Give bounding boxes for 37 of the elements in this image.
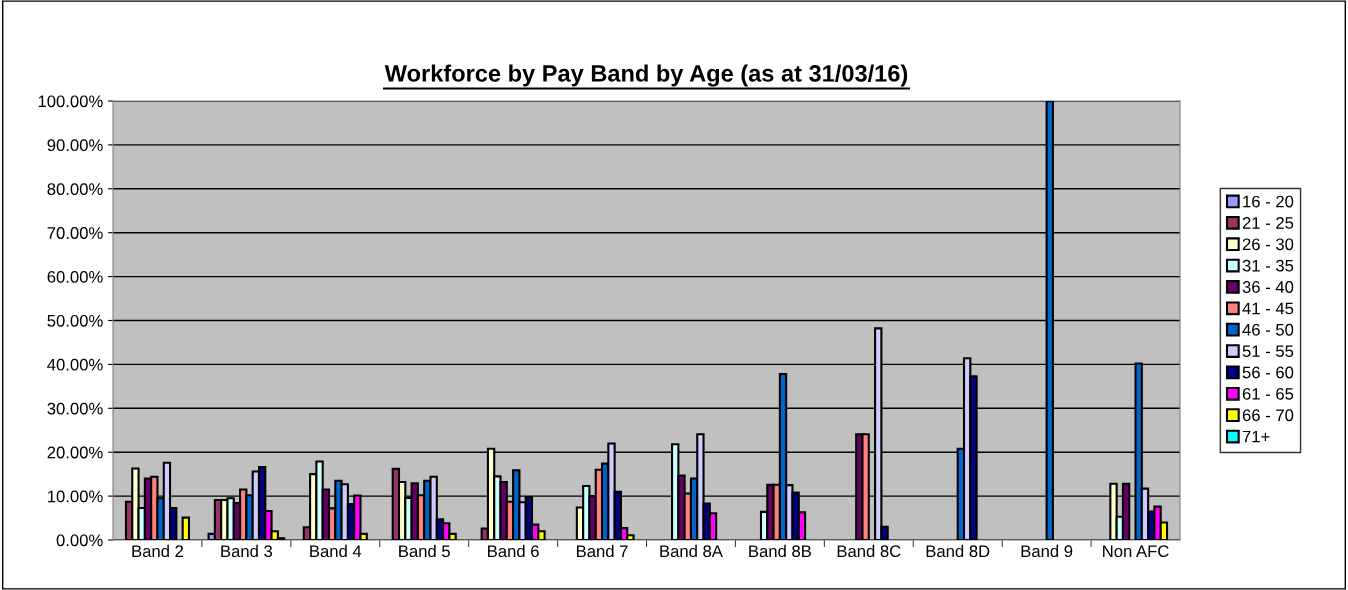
legend-label: 31 - 35	[1242, 259, 1294, 272]
x-tick-label: Non AFC	[1103, 545, 1169, 558]
x-tick-label: Band 7	[577, 544, 628, 558]
y-tick-label: 10.00%	[48, 490, 103, 503]
legend-label: 71+	[1242, 430, 1270, 443]
legend-label: 26 - 30	[1242, 238, 1294, 251]
y-tick-label: 40.00%	[47, 358, 103, 371]
legend-label: 66 - 70	[1242, 409, 1294, 422]
x-tick-label: Band 9	[1021, 544, 1073, 558]
x-tick-label: Band 8C	[837, 544, 901, 558]
x-tick-label: Band 8B	[749, 544, 811, 558]
legend-label: 56 - 60	[1242, 366, 1294, 379]
legend-label: 46 - 50	[1242, 323, 1294, 336]
x-tick-label: Band 8A	[660, 544, 723, 558]
y-tick-label: 80.00%	[47, 183, 103, 195]
y-tick-label: 20.00%	[47, 446, 103, 459]
x-tick-label: Band 5	[399, 544, 450, 558]
x-tick-label: Band 6	[488, 544, 539, 558]
y-tick-label: 50.00%	[47, 314, 103, 327]
y-tick-label: 90.00%	[47, 139, 103, 152]
y-tick-label: 30.00%	[47, 402, 103, 415]
legend-label: 41 - 45	[1242, 302, 1294, 315]
x-tick-label: Band 4	[310, 544, 362, 558]
x-tick-label: Band 3	[221, 544, 273, 558]
legend-label: 21 - 25	[1242, 217, 1294, 229]
legend-label: 16 - 20	[1243, 195, 1294, 208]
y-tick-label: 70.00%	[47, 227, 103, 239]
legend-label: 61 - 65	[1242, 387, 1294, 400]
x-tick-label: Band 2	[132, 544, 184, 558]
legend-label: 51 - 55	[1242, 345, 1294, 358]
y-tick-label: 0.00%	[56, 534, 103, 547]
y-tick-label: 60.00%	[47, 271, 103, 283]
x-tick-label: Band 8D	[926, 544, 990, 558]
bar	[181, 516, 190, 540]
chart-title: Workforce by Pay Band by Age (as at 31/03/16)	[384, 64, 908, 87]
legend-label: 36 - 40	[1242, 281, 1294, 293]
y-tick-label: 100.00%	[38, 95, 103, 108]
